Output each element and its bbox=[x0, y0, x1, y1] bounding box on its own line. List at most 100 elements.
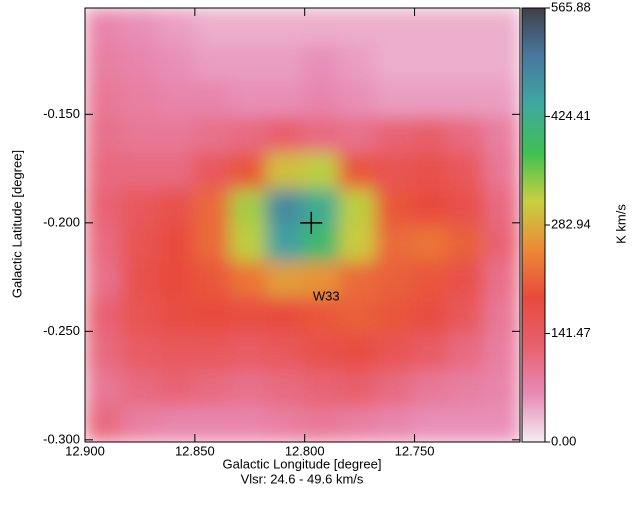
colorbar-tick-label: 282.94 bbox=[551, 216, 591, 231]
heatmap-cell bbox=[266, 369, 303, 407]
heatmap-cell bbox=[85, 405, 122, 442]
heatmap-cell bbox=[302, 333, 340, 371]
heatmap-cell bbox=[193, 369, 231, 407]
heatmap-cell bbox=[157, 225, 195, 262]
heatmap-cell bbox=[230, 261, 267, 298]
heatmap-cell bbox=[411, 188, 448, 226]
heatmap-cell bbox=[121, 188, 158, 226]
heatmap-cell bbox=[85, 8, 122, 45]
heatmap-cell bbox=[193, 333, 231, 371]
heatmap-cell bbox=[338, 188, 376, 226]
heatmap-cells bbox=[85, 8, 520, 442]
colorbar-tick-label: 141.47 bbox=[551, 325, 591, 340]
y-tick-label: -0.300 bbox=[43, 431, 80, 446]
heatmap-cell bbox=[375, 8, 412, 45]
x-tick-label: 12.900 bbox=[65, 443, 105, 458]
heatmap-cell bbox=[447, 116, 485, 154]
plot-frame bbox=[84, 7, 521, 443]
heatmap-cell bbox=[411, 8, 448, 45]
heatmap-cell bbox=[411, 116, 448, 154]
heatmap-cell bbox=[338, 225, 376, 262]
heatmap-cell bbox=[266, 188, 303, 226]
heatmap-cell bbox=[483, 261, 520, 298]
heatmap-cell bbox=[447, 80, 485, 117]
heatmap-cell bbox=[483, 8, 520, 45]
heatmap-cell bbox=[338, 8, 376, 45]
heatmap-cell bbox=[483, 405, 520, 442]
heatmap-cell bbox=[483, 44, 520, 81]
heatmap-cell bbox=[266, 80, 303, 117]
heatmap-cell bbox=[447, 261, 485, 298]
heatmap-cell bbox=[411, 261, 448, 298]
heatmap-cell bbox=[121, 405, 158, 442]
colorbar-tick-label: 424.41 bbox=[551, 108, 591, 123]
heatmap-cell bbox=[411, 44, 448, 81]
colorbar bbox=[521, 7, 546, 443]
heatmap-cell bbox=[447, 369, 485, 407]
heatmap-cell bbox=[483, 116, 520, 154]
heatmap-cell bbox=[193, 261, 231, 298]
heatmap-cell bbox=[447, 188, 485, 226]
heatmap-cell bbox=[483, 333, 520, 371]
heatmap-cell bbox=[157, 116, 195, 154]
heatmap-cell bbox=[266, 225, 303, 262]
heatmap-cell bbox=[483, 369, 520, 407]
heatmap-cell bbox=[157, 261, 195, 298]
heatmap-cell bbox=[375, 225, 412, 262]
x-tick-label: 12.800 bbox=[285, 443, 325, 458]
heatmap-cell bbox=[411, 405, 448, 442]
heatmap-cell bbox=[411, 333, 448, 371]
x-tick-label: 12.850 bbox=[175, 443, 215, 458]
heatmap-cell bbox=[193, 152, 231, 190]
heatmap-cell bbox=[302, 369, 340, 407]
heatmap-cell bbox=[85, 188, 122, 226]
heatmap-cell bbox=[447, 405, 485, 442]
heatmap-cell bbox=[375, 405, 412, 442]
heatmap-cell bbox=[266, 116, 303, 154]
heatmap-cell bbox=[193, 116, 231, 154]
heatmap-cell bbox=[375, 116, 412, 154]
heatmap-cell bbox=[338, 44, 376, 81]
subtitle: Vlsr: 24.6 - 49.6 km/s bbox=[241, 471, 364, 486]
heatmap-cell bbox=[447, 152, 485, 190]
heatmap-cell bbox=[230, 8, 267, 45]
heatmap-cell bbox=[193, 405, 231, 442]
heatmap-cell bbox=[121, 44, 158, 81]
heatmap-cell bbox=[447, 8, 485, 45]
heatmap-cell bbox=[266, 8, 303, 45]
heatmap-cell bbox=[157, 44, 195, 81]
heatmap-cell bbox=[266, 152, 303, 190]
heatmap-cell bbox=[302, 8, 340, 45]
colorbar-label: K km/s bbox=[613, 204, 628, 244]
heatmap-cell bbox=[375, 369, 412, 407]
heatmap-cell bbox=[447, 297, 485, 334]
heatmap-cell bbox=[85, 116, 122, 154]
heatmap-cell bbox=[157, 405, 195, 442]
heatmap-cell bbox=[85, 261, 122, 298]
heatmap-cell bbox=[375, 333, 412, 371]
heatmap-cell bbox=[302, 225, 340, 262]
heatmap-cell bbox=[338, 297, 376, 334]
heatmap-cell bbox=[121, 8, 158, 45]
heatmap-cell bbox=[193, 80, 231, 117]
heatmap-cell bbox=[85, 152, 122, 190]
heatmap-cell bbox=[447, 333, 485, 371]
heatmap-cell bbox=[375, 261, 412, 298]
heatmap-cell bbox=[121, 152, 158, 190]
heatmap-cell bbox=[302, 152, 340, 190]
y-axis-label: Galactic Latitude [degree] bbox=[9, 150, 24, 298]
heatmap-cell bbox=[447, 44, 485, 81]
heatmap-cell bbox=[230, 152, 267, 190]
heatmap-cell bbox=[483, 225, 520, 262]
heatmap-cell bbox=[193, 225, 231, 262]
heatmap-cell bbox=[411, 297, 448, 334]
heatmap-cell bbox=[375, 188, 412, 226]
heatmap-cell bbox=[230, 225, 267, 262]
y-tick-label: -0.200 bbox=[43, 214, 80, 229]
heatmap-cell bbox=[375, 152, 412, 190]
source-marker bbox=[300, 211, 323, 234]
heatmap-cell bbox=[483, 297, 520, 334]
heatmap-cell bbox=[85, 333, 122, 371]
